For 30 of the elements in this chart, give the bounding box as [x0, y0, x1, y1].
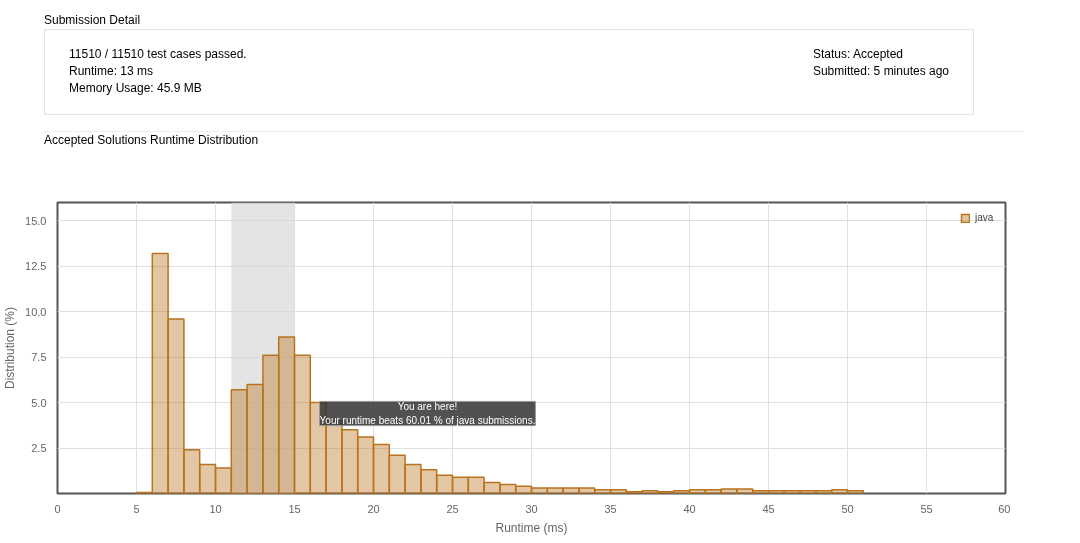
- x-tick-label: 20: [367, 502, 380, 515]
- chart-title: Accepted Solutions Runtime Distribution: [44, 131, 260, 149]
- text: 11510 / 11510 test cases passed.: [69, 46, 247, 64]
- y-tick-label: 15.0: [25, 214, 47, 227]
- y-tick-label: 2.5: [31, 442, 47, 455]
- x-tick-label: 45: [762, 502, 775, 515]
- text: Status: Accepted: [812, 46, 904, 64]
- x-tick-label: 30: [525, 502, 538, 515]
- legend-label: java: [975, 212, 995, 223]
- x-tick-label: 0: [54, 502, 61, 515]
- y-axis-title: Distribution (%): [3, 306, 18, 390]
- text: Memory Usage: 45.9 MB: [69, 80, 203, 98]
- y-tick-label: 5.0: [31, 396, 47, 409]
- x-tick-label: 55: [920, 502, 933, 515]
- text: Runtime: 13 ms: [69, 63, 155, 81]
- text: Submitted: 5 minutes ago: [812, 63, 949, 81]
- x-tick-label: 25: [446, 502, 459, 515]
- x-tick-label: 40: [683, 502, 696, 515]
- y-tick-label: 10.0: [25, 305, 47, 318]
- x-tick-label: 50: [841, 502, 854, 515]
- text: Submission Detail: [44, 12, 142, 29]
- x-tick-label: 5: [133, 502, 140, 515]
- x-tick-label: 60: [998, 502, 1011, 515]
- x-tick-label: 10: [209, 502, 222, 515]
- x-axis-title: Runtime (ms): [495, 520, 568, 535]
- annotation: You are here! Your runtime beats 60.01 % of java submissions.: [319, 401, 536, 426]
- y-tick-label: 12.5: [25, 260, 47, 273]
- x-tick-label: 15: [288, 502, 301, 515]
- y-tick-label: 7.5: [31, 351, 47, 364]
- x-tick-label: 35: [604, 502, 617, 515]
